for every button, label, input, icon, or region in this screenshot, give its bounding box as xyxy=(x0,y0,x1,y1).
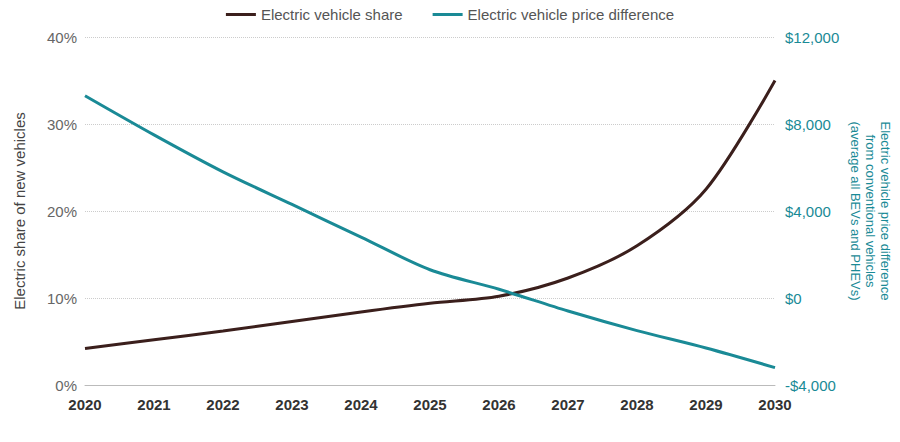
svg-text:Electric vehicle price differe: Electric vehicle price difference xyxy=(878,122,893,301)
svg-text:2023: 2023 xyxy=(275,396,308,413)
svg-text:(average all BEVs and PHEVs): (average all BEVs and PHEVs) xyxy=(848,121,863,300)
svg-text:$12,000: $12,000 xyxy=(785,29,839,46)
svg-text:Electric share of new vehicles: Electric share of new vehicles xyxy=(11,112,28,310)
svg-text:2029: 2029 xyxy=(689,396,722,413)
svg-text:2024: 2024 xyxy=(344,396,378,413)
svg-text:2030: 2030 xyxy=(758,396,791,413)
svg-text:2028: 2028 xyxy=(620,396,653,413)
svg-text:2026: 2026 xyxy=(482,396,515,413)
svg-text:2020: 2020 xyxy=(68,396,101,413)
svg-text:2025: 2025 xyxy=(413,396,446,413)
svg-text:30%: 30% xyxy=(47,116,77,133)
svg-text:Electric vehicle share: Electric vehicle share xyxy=(261,6,403,23)
svg-text:0%: 0% xyxy=(55,377,77,394)
svg-text:40%: 40% xyxy=(47,29,77,46)
svg-text:$4,000: $4,000 xyxy=(785,203,831,220)
svg-text:10%: 10% xyxy=(47,290,77,307)
svg-text:2022: 2022 xyxy=(206,396,239,413)
svg-text:20%: 20% xyxy=(47,203,77,220)
svg-text:2027: 2027 xyxy=(551,396,584,413)
svg-text:Electric vehicle price differe: Electric vehicle price difference xyxy=(468,6,674,23)
svg-text:from conventional vehicles: from conventional vehicles xyxy=(863,134,878,288)
svg-text:-$4,000: -$4,000 xyxy=(785,377,836,394)
svg-text:$0: $0 xyxy=(785,290,802,307)
svg-text:$8,000: $8,000 xyxy=(785,116,831,133)
svg-text:2021: 2021 xyxy=(137,396,170,413)
